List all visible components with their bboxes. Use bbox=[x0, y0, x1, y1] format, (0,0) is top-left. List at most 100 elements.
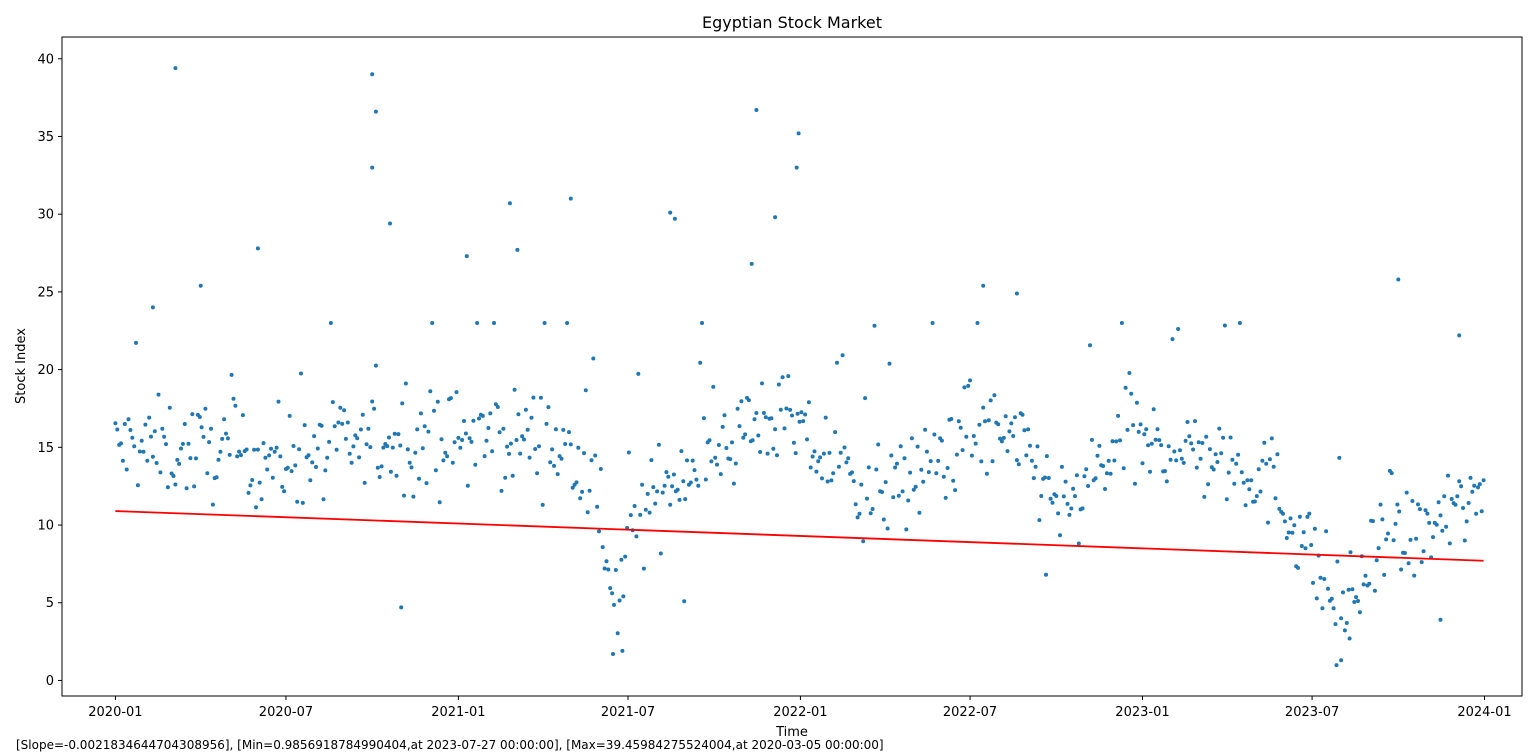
data-point bbox=[808, 465, 813, 470]
data-point bbox=[896, 493, 901, 498]
data-point bbox=[1412, 573, 1417, 578]
data-point bbox=[417, 476, 421, 481]
data-point bbox=[606, 567, 611, 572]
data-point bbox=[1037, 518, 1042, 523]
data-point bbox=[255, 447, 260, 452]
data-point bbox=[855, 515, 860, 520]
data-point bbox=[484, 438, 489, 443]
data-point bbox=[1069, 506, 1074, 511]
data-point bbox=[1461, 506, 1465, 510]
data-point bbox=[825, 479, 830, 484]
data-point bbox=[1262, 440, 1267, 445]
data-point bbox=[1121, 466, 1126, 471]
data-point bbox=[1207, 447, 1212, 452]
data-point bbox=[567, 430, 571, 435]
data-point bbox=[992, 393, 997, 398]
data-point bbox=[394, 473, 399, 478]
data-point bbox=[1127, 371, 1132, 375]
data-point bbox=[507, 451, 511, 456]
data-point bbox=[889, 453, 894, 458]
data-point bbox=[379, 464, 384, 469]
y-tick-label: 30 bbox=[37, 208, 54, 223]
data-point bbox=[167, 405, 172, 410]
data-point bbox=[164, 442, 168, 447]
data-point bbox=[818, 455, 823, 460]
data-point bbox=[945, 466, 950, 470]
data-point bbox=[812, 449, 817, 454]
data-point bbox=[640, 482, 645, 487]
data-point bbox=[733, 461, 738, 466]
data-point bbox=[435, 399, 440, 404]
data-point bbox=[1271, 464, 1276, 469]
y-tick-label: 5 bbox=[46, 596, 54, 611]
data-point bbox=[518, 451, 523, 456]
data-point bbox=[239, 453, 243, 458]
data-point bbox=[420, 446, 425, 451]
data-point bbox=[670, 484, 675, 489]
data-point bbox=[754, 108, 759, 112]
data-point bbox=[1074, 473, 1079, 478]
data-point bbox=[135, 483, 140, 488]
data-point bbox=[619, 557, 624, 562]
data-point bbox=[1153, 437, 1158, 442]
data-point bbox=[529, 415, 534, 420]
data-point bbox=[370, 72, 375, 77]
data-point bbox=[1335, 559, 1340, 564]
data-point bbox=[743, 432, 748, 437]
x-axis-title: Time bbox=[775, 725, 808, 740]
data-point bbox=[289, 469, 294, 474]
data-point bbox=[1286, 530, 1291, 535]
data-point bbox=[1183, 438, 1188, 443]
data-point bbox=[343, 436, 348, 441]
data-point bbox=[499, 488, 504, 493]
data-point bbox=[1399, 567, 1404, 572]
data-point bbox=[1196, 440, 1201, 445]
data-point bbox=[1331, 606, 1336, 611]
data-point bbox=[1312, 526, 1317, 531]
data-point bbox=[574, 480, 579, 485]
data-point bbox=[150, 305, 155, 310]
data-point bbox=[1237, 321, 1242, 325]
data-point bbox=[1256, 467, 1261, 472]
data-point bbox=[535, 471, 540, 476]
data-point bbox=[1324, 529, 1329, 534]
data-point bbox=[507, 201, 512, 206]
data-point bbox=[349, 460, 354, 465]
data-point bbox=[1374, 558, 1379, 563]
data-point bbox=[893, 465, 898, 470]
data-point bbox=[1477, 482, 1482, 487]
data-point bbox=[1347, 636, 1352, 641]
data-point bbox=[1354, 595, 1359, 600]
data-point bbox=[1309, 543, 1314, 547]
data-point bbox=[1108, 471, 1113, 476]
data-point bbox=[636, 371, 641, 376]
data-point bbox=[969, 453, 974, 458]
data-point bbox=[330, 400, 335, 405]
data-point bbox=[741, 435, 746, 440]
y-tick-label: 20 bbox=[37, 363, 54, 378]
data-point bbox=[523, 407, 528, 412]
data-point bbox=[1219, 451, 1224, 456]
data-point bbox=[671, 472, 676, 477]
data-point bbox=[452, 440, 457, 445]
data-point bbox=[1194, 465, 1199, 470]
data-point bbox=[1406, 561, 1411, 566]
data-point bbox=[503, 475, 508, 480]
data-point bbox=[1067, 512, 1072, 517]
data-point bbox=[1267, 457, 1272, 462]
data-point bbox=[1378, 502, 1383, 507]
data-point bbox=[231, 396, 236, 401]
data-point bbox=[1166, 444, 1171, 449]
data-point bbox=[194, 456, 198, 461]
data-point bbox=[533, 447, 538, 451]
data-point bbox=[145, 458, 150, 463]
data-point bbox=[1044, 572, 1048, 577]
data-point bbox=[1185, 420, 1190, 424]
data-point bbox=[171, 474, 176, 478]
data-point bbox=[677, 497, 682, 502]
data-point bbox=[428, 389, 433, 394]
data-point bbox=[119, 441, 123, 446]
data-point bbox=[1089, 437, 1094, 442]
data-point bbox=[1125, 427, 1130, 432]
data-point bbox=[859, 482, 864, 487]
